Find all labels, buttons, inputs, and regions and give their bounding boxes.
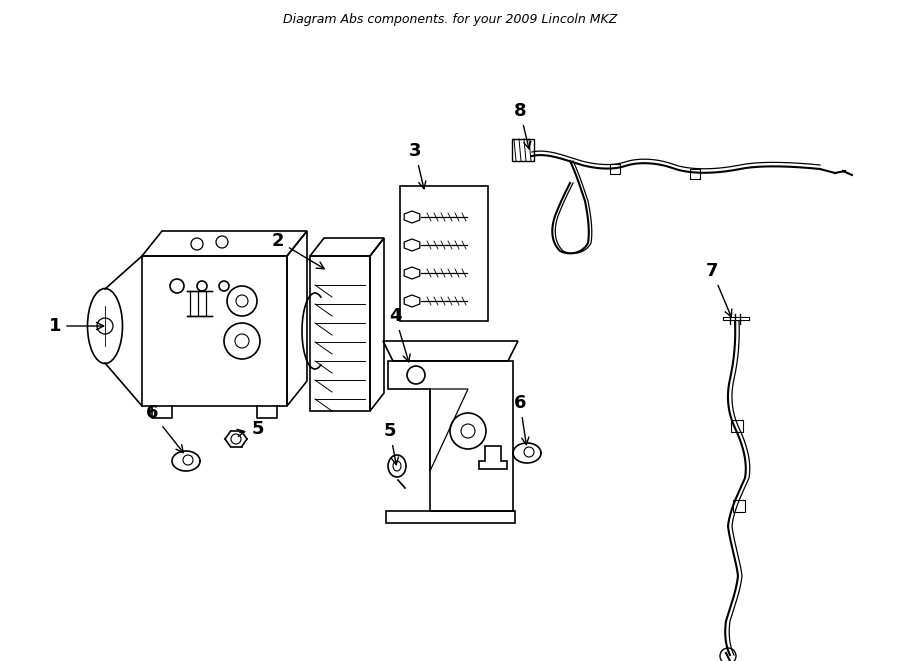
Bar <box>512 139 534 161</box>
Text: Diagram Abs components. for your 2009 Lincoln MKZ: Diagram Abs components. for your 2009 Li… <box>283 13 617 26</box>
Text: 5: 5 <box>383 422 399 465</box>
Bar <box>731 420 743 432</box>
Text: 1: 1 <box>49 317 104 335</box>
Bar <box>310 256 370 411</box>
Text: 6: 6 <box>514 394 529 445</box>
Text: 3: 3 <box>409 142 426 189</box>
Bar <box>733 500 745 512</box>
Text: 4: 4 <box>389 307 410 362</box>
Text: 6: 6 <box>146 404 184 453</box>
Text: 2: 2 <box>272 232 324 269</box>
Text: 8: 8 <box>514 102 531 149</box>
Text: 7: 7 <box>706 262 732 317</box>
Bar <box>690 169 700 179</box>
Bar <box>610 164 620 174</box>
Text: 5: 5 <box>237 420 265 438</box>
Bar <box>400 186 488 321</box>
